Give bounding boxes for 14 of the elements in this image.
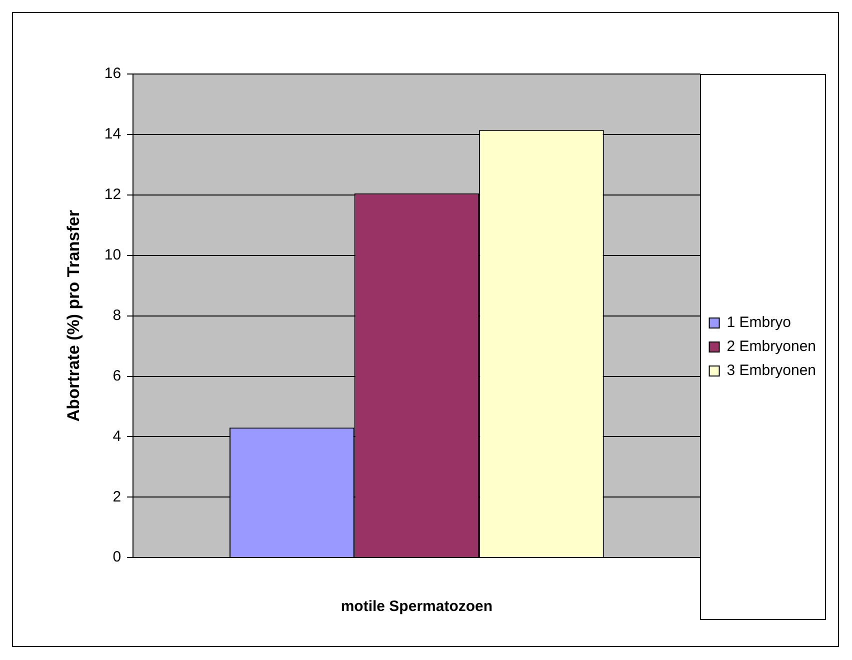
legend-label: 2 Embryonen	[726, 338, 816, 356]
y-tick-label: 16	[104, 65, 122, 82]
y-tick-label: 2	[112, 488, 122, 506]
y-tick-label: 6	[112, 367, 122, 384]
y-tick-label: 0	[112, 548, 122, 566]
y-tick-label: 12	[104, 186, 122, 204]
y-tick-label: 10	[104, 246, 122, 264]
x-axis-title: motile Spermatozoen	[340, 598, 493, 616]
y-tick-label: 8	[112, 306, 122, 324]
legend-label: 1 Embryo	[726, 314, 791, 332]
y-tick-label: 4	[112, 428, 122, 445]
y-axis-title: Abortrate (%) pro Transfer	[64, 210, 83, 422]
legend-label: 3 Embryonen	[726, 362, 816, 380]
y-tick-label: 14	[104, 126, 122, 143]
